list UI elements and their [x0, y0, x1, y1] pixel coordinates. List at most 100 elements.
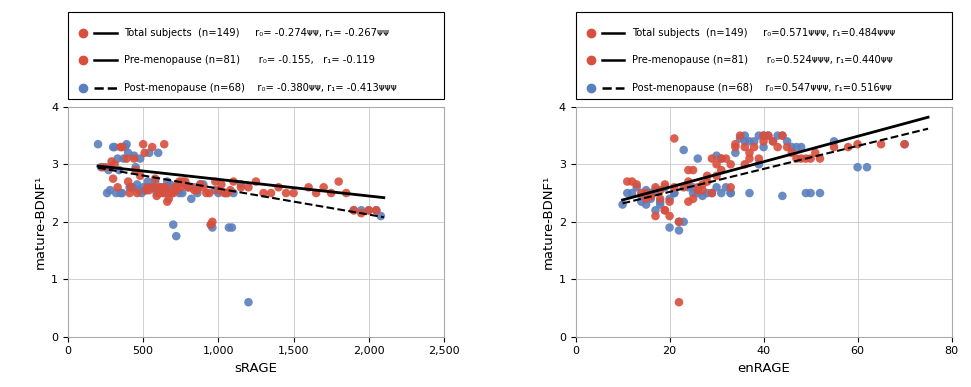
Point — [643, 196, 658, 202]
Point — [793, 156, 809, 162]
Point — [211, 190, 226, 196]
Point — [709, 173, 724, 179]
Point — [699, 190, 715, 196]
Point — [142, 187, 157, 193]
Point — [90, 141, 106, 147]
Point — [742, 150, 757, 156]
Point — [619, 178, 635, 185]
Point — [140, 184, 155, 190]
Point — [155, 190, 171, 196]
Point — [102, 187, 117, 193]
Point — [737, 138, 753, 144]
Point — [161, 184, 177, 190]
Point — [279, 190, 294, 196]
Point — [666, 190, 682, 196]
Point — [129, 182, 145, 188]
Point — [714, 156, 729, 162]
Point — [102, 164, 117, 170]
Point — [116, 156, 131, 162]
Point — [123, 184, 139, 190]
Y-axis label: mature-BDNF¹: mature-BDNF¹ — [34, 175, 47, 269]
Point — [714, 156, 729, 162]
Point — [699, 178, 715, 185]
Text: Total subjects  (n=149)     r₀= -0.274ᴪᴪ, r₁= -0.267ᴪᴪ: Total subjects (n=149) r₀= -0.274ᴪᴪ, r₁=… — [124, 27, 389, 38]
Point — [784, 144, 799, 150]
Point — [148, 176, 163, 182]
Point — [175, 190, 190, 196]
Point — [638, 190, 653, 196]
Point — [110, 184, 125, 190]
Point — [135, 184, 151, 190]
Point — [181, 184, 196, 190]
Point — [263, 190, 279, 196]
Point — [214, 182, 229, 188]
Point — [666, 184, 682, 190]
Point — [161, 196, 177, 202]
Point — [241, 184, 256, 190]
Point — [727, 144, 743, 150]
Point — [156, 141, 172, 147]
Point — [175, 178, 190, 185]
Text: Post-menopause (n=68)    r₀=0.547ᴪᴪᴪ, r₁=0.516ᴪᴪ: Post-menopause (n=68) r₀=0.547ᴪᴪᴪ, r₁=0.… — [632, 82, 891, 92]
Point — [653, 187, 668, 193]
Point — [666, 190, 682, 196]
Point — [255, 190, 271, 196]
Point — [109, 190, 124, 196]
Point — [205, 219, 220, 225]
Point — [115, 144, 130, 150]
Point — [192, 182, 208, 188]
Point — [123, 184, 139, 190]
Point — [722, 184, 738, 190]
Point — [153, 184, 169, 190]
Point — [158, 190, 174, 196]
Point — [184, 184, 199, 190]
Text: Post-menopause (n=68)    r₀= -0.380ᴪᴪ, r₁= -0.413ᴪᴪᴪ: Post-menopause (n=68) r₀= -0.380ᴪᴪ, r₁= … — [124, 82, 397, 92]
Point — [732, 132, 748, 139]
Point — [139, 187, 154, 193]
Point — [662, 199, 678, 205]
Point — [143, 184, 158, 190]
Point — [118, 156, 134, 162]
Point — [199, 190, 215, 196]
Point — [120, 150, 136, 156]
Point — [218, 190, 234, 196]
Point — [634, 193, 650, 199]
Point — [690, 187, 706, 193]
Point — [808, 150, 823, 156]
Point — [316, 184, 331, 190]
Point — [202, 190, 218, 196]
Point — [657, 207, 673, 213]
Point — [167, 184, 183, 190]
Point — [737, 132, 753, 139]
Point — [117, 144, 133, 150]
Point — [128, 164, 144, 170]
Point — [169, 233, 184, 239]
Point — [629, 182, 645, 188]
Point — [110, 156, 125, 162]
Point — [643, 193, 658, 199]
Point — [752, 156, 767, 162]
Point — [162, 190, 178, 196]
Point — [151, 184, 166, 190]
Y-axis label: mature-BDNF¹: mature-BDNF¹ — [542, 175, 554, 269]
Point — [93, 164, 109, 170]
Point — [752, 161, 767, 168]
Point — [122, 184, 138, 190]
Point — [690, 156, 706, 162]
Point — [225, 178, 241, 185]
Point — [694, 193, 710, 199]
Point — [158, 184, 174, 190]
Point — [112, 167, 127, 173]
Point — [173, 184, 188, 190]
Point — [142, 150, 157, 156]
Point — [148, 178, 163, 185]
Point — [643, 190, 658, 196]
Point — [681, 199, 696, 205]
Point — [788, 156, 804, 162]
Point — [107, 144, 122, 150]
Point — [140, 178, 155, 185]
Point — [353, 207, 369, 213]
Point — [709, 161, 724, 168]
Point — [192, 182, 208, 188]
Point — [205, 224, 220, 231]
